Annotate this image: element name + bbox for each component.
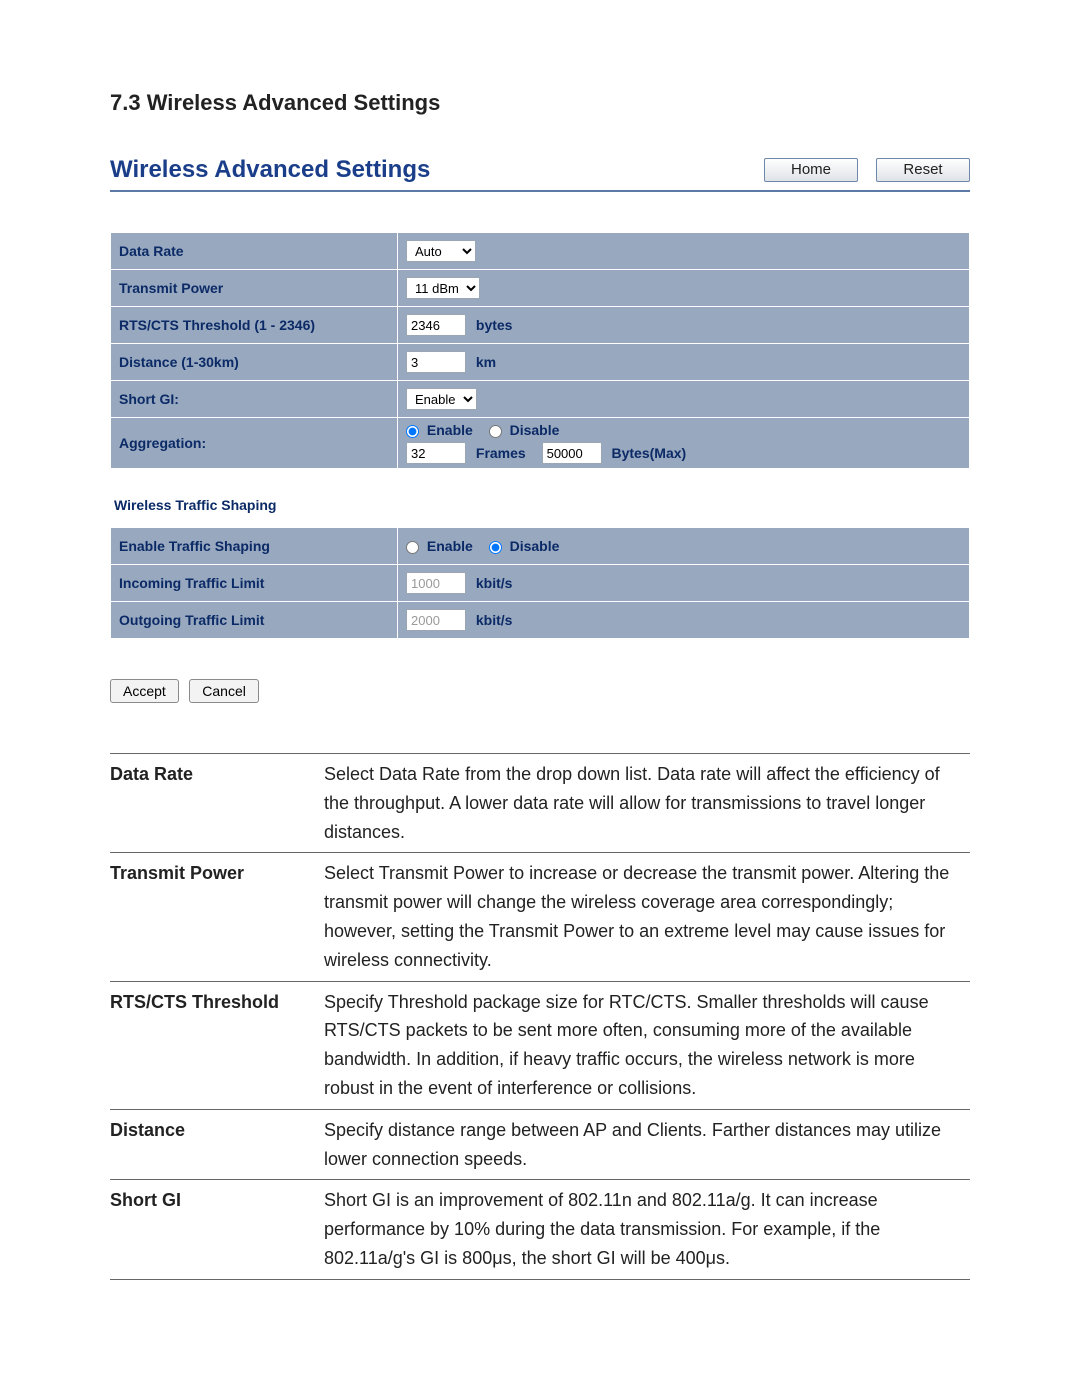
distance-unit: km — [476, 354, 496, 370]
desc-text: Short GI is an improvement of 802.11n an… — [324, 1180, 970, 1279]
row-transmit-power: Transmit Power 11 dBm — [111, 270, 970, 307]
desc-row: RTS/CTS ThresholdSpecify Threshold packa… — [110, 981, 970, 1109]
description-table: Data RateSelect Data Rate from the drop … — [110, 753, 970, 1280]
label-transmit-power: Transmit Power — [111, 270, 398, 307]
label-outgoing-limit: Outgoing Traffic Limit — [111, 602, 398, 639]
desc-text: Specify Threshold package size for RTC/C… — [324, 981, 970, 1109]
advanced-settings-table: Data Rate Auto Transmit Power 11 dBm RTS… — [110, 232, 970, 469]
rts-threshold-input[interactable] — [406, 314, 466, 336]
distance-input[interactable] — [406, 351, 466, 373]
panel-header: Wireless Advanced Settings Home Reset — [110, 156, 970, 192]
desc-term: Short GI — [110, 1180, 324, 1279]
traffic-disable-option[interactable]: Disable — [489, 538, 572, 554]
traffic-disable-radio[interactable] — [489, 541, 502, 554]
aggregation-enable-radio[interactable] — [406, 425, 419, 438]
row-short-gi: Short GI: Enable — [111, 381, 970, 418]
traffic-enable-radio[interactable] — [406, 541, 419, 554]
accept-button[interactable]: Accept — [110, 679, 179, 703]
aggregation-frames-input[interactable] — [406, 442, 466, 464]
aggregation-frames-label: Frames — [476, 445, 526, 461]
short-gi-select[interactable]: Enable — [406, 388, 477, 410]
rts-unit: bytes — [476, 317, 513, 333]
desc-term: Distance — [110, 1109, 324, 1180]
row-distance: Distance (1-30km) km — [111, 344, 970, 381]
aggregation-enable-option[interactable]: Enable — [406, 422, 489, 438]
outgoing-limit-input[interactable] — [406, 609, 466, 631]
aggregation-bytes-label: Bytes(Max) — [611, 445, 686, 461]
traffic-enable-option[interactable]: Enable — [406, 538, 489, 554]
desc-text: Select Transmit Power to increase or dec… — [324, 853, 970, 981]
row-incoming-limit: Incoming Traffic Limit kbit/s — [111, 565, 970, 602]
label-data-rate: Data Rate — [111, 233, 398, 270]
label-aggregation: Aggregation: — [111, 418, 398, 469]
label-distance: Distance (1-30km) — [111, 344, 398, 381]
aggregation-bytes-input[interactable] — [542, 442, 602, 464]
aggregation-disable-option[interactable]: Disable — [489, 422, 572, 438]
settings-panel: Wireless Advanced Settings Home Reset Da… — [110, 156, 970, 703]
data-rate-select[interactable]: Auto — [406, 240, 476, 262]
traffic-shaping-table: Enable Traffic Shaping Enable Disable In… — [110, 527, 970, 639]
doc-heading: 7.3 Wireless Advanced Settings — [110, 90, 970, 116]
row-aggregation: Aggregation: Enable Disable — [111, 418, 970, 469]
desc-term: Transmit Power — [110, 853, 324, 981]
row-rts-threshold: RTS/CTS Threshold (1 - 2346) bytes — [111, 307, 970, 344]
incoming-limit-input[interactable] — [406, 572, 466, 594]
desc-row: Short GIShort GI is an improvement of 80… — [110, 1180, 970, 1279]
desc-text: Select Data Rate from the drop down list… — [324, 754, 970, 853]
transmit-power-select[interactable]: 11 dBm — [406, 277, 480, 299]
label-incoming-limit: Incoming Traffic Limit — [111, 565, 398, 602]
desc-row: Transmit PowerSelect Transmit Power to i… — [110, 853, 970, 981]
label-traffic-enable: Enable Traffic Shaping — [111, 528, 398, 565]
row-outgoing-limit: Outgoing Traffic Limit kbit/s — [111, 602, 970, 639]
home-button[interactable]: Home — [764, 158, 858, 182]
outgoing-unit: kbit/s — [476, 612, 513, 628]
panel-buttons: Home Reset — [764, 158, 970, 182]
action-row: Accept Cancel — [110, 679, 970, 703]
traffic-shaping-heading: Wireless Traffic Shaping — [114, 497, 970, 513]
desc-text: Specify distance range between AP and Cl… — [324, 1109, 970, 1180]
row-data-rate: Data Rate Auto — [111, 233, 970, 270]
label-rts-threshold: RTS/CTS Threshold (1 - 2346) — [111, 307, 398, 344]
desc-row: DistanceSpecify distance range between A… — [110, 1109, 970, 1180]
desc-term: RTS/CTS Threshold — [110, 981, 324, 1109]
cancel-button[interactable]: Cancel — [189, 679, 259, 703]
desc-term: Data Rate — [110, 754, 324, 853]
incoming-unit: kbit/s — [476, 575, 513, 591]
desc-row: Data RateSelect Data Rate from the drop … — [110, 754, 970, 853]
aggregation-disable-radio[interactable] — [489, 425, 502, 438]
panel-title: Wireless Advanced Settings — [110, 156, 430, 184]
label-short-gi: Short GI: — [111, 381, 398, 418]
row-traffic-enable: Enable Traffic Shaping Enable Disable — [111, 528, 970, 565]
reset-button[interactable]: Reset — [876, 158, 970, 182]
